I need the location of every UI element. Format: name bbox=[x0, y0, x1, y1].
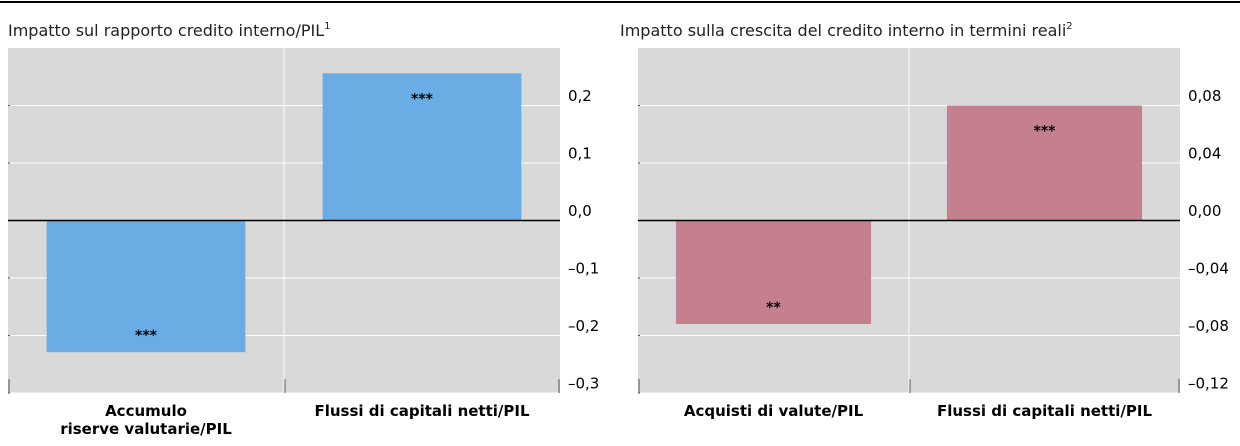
y-tick-label: –0,1 bbox=[568, 260, 599, 278]
bar bbox=[322, 73, 522, 221]
bar-annotation: *** bbox=[1034, 124, 1057, 140]
bar-annotation: *** bbox=[135, 328, 158, 344]
title-text: Impatto sulla crescita del credito inter… bbox=[620, 21, 1066, 40]
x-tick-label: Flussi di capitali netti/PIL bbox=[314, 402, 529, 420]
title-note: 2 bbox=[1066, 21, 1072, 32]
y-tick-label: 0,2 bbox=[568, 87, 592, 105]
x-tick-label: Accumulo riserve valutarie/PIL bbox=[60, 402, 232, 438]
bar bbox=[46, 220, 246, 353]
bar bbox=[675, 220, 872, 324]
y-tick-label: 0,04 bbox=[1188, 145, 1221, 163]
y-tick-label: –0,3 bbox=[568, 375, 599, 393]
x-tick-label: Acquisti di valute/PIL bbox=[684, 402, 864, 420]
x-tick-label: Flussi di capitali netti/PIL bbox=[937, 402, 1152, 420]
y-tick-label: –0,08 bbox=[1188, 317, 1229, 335]
y-tick-label: 0,08 bbox=[1188, 87, 1221, 105]
y-tick-label: –0,12 bbox=[1188, 375, 1229, 393]
bar-annotation: *** bbox=[411, 91, 434, 107]
title-note: 1 bbox=[324, 21, 330, 32]
title-text: Impatto sul rapporto credito interno/PIL bbox=[8, 21, 324, 40]
y-tick-label: 0,00 bbox=[1188, 202, 1221, 220]
bar bbox=[946, 105, 1143, 221]
chart-title: Impatto sul rapporto credito interno/PIL… bbox=[8, 21, 331, 40]
y-tick-label: –0,2 bbox=[568, 317, 599, 335]
y-tick-label: –0,04 bbox=[1188, 260, 1229, 278]
y-tick-label: 0,1 bbox=[568, 145, 592, 163]
bar-annotation: ** bbox=[766, 300, 781, 316]
chart-title: Impatto sulla crescita del credito inter… bbox=[620, 21, 1073, 40]
y-tick-label: 0,0 bbox=[568, 202, 592, 220]
